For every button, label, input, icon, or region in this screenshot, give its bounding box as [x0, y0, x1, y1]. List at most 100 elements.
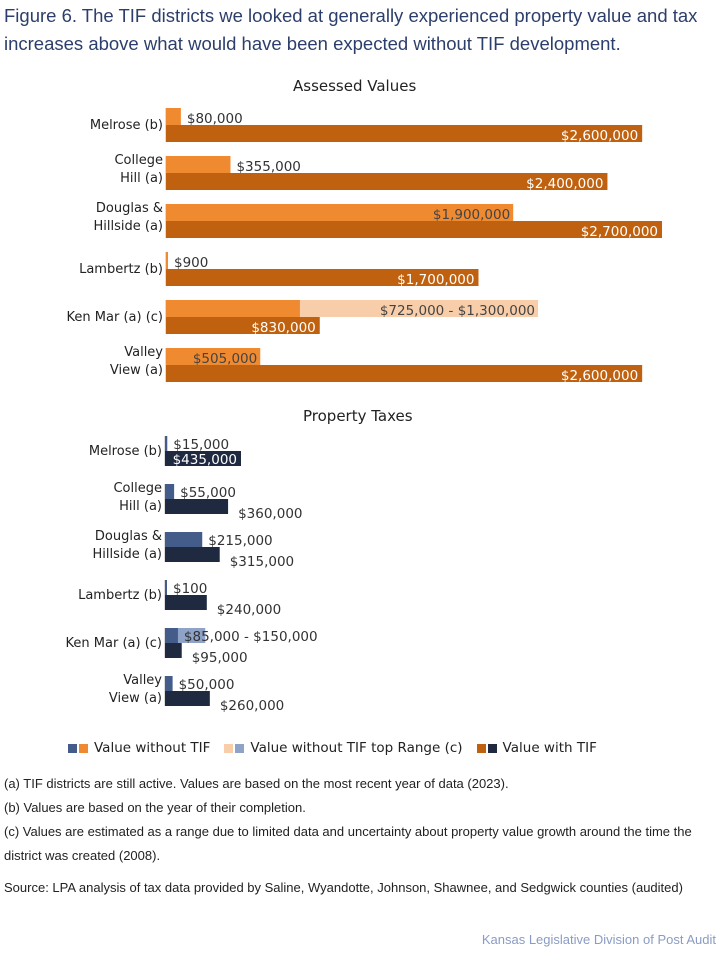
value-label-without-tif: $85,000 - $150,000	[184, 629, 318, 645]
value-label-with-tif: $95,000	[192, 650, 248, 666]
category-group: College Hill (a) $55,000$360,000	[113, 481, 302, 522]
category-label: Hill (a)	[120, 171, 163, 186]
category-label: Ken Mar (a) (c)	[66, 636, 162, 651]
bar-with-tif	[165, 691, 210, 706]
bar-with-tif	[165, 451, 241, 466]
value-label-with-tif: $2,400,000	[526, 176, 603, 192]
legend-swatch	[79, 743, 88, 753]
category-label: College	[114, 153, 163, 168]
category-group: College Hill (a) $355,000 $2,400,000	[114, 153, 608, 192]
legend-swatch	[476, 743, 486, 753]
value-label-with-tif: $260,000	[220, 698, 284, 714]
bar-without-tif	[165, 436, 168, 451]
category-group: Valley View (a) $50,000 $260,000	[109, 673, 284, 714]
category-group: Ken Mar (a) (c) $85,000 - $150,000 $95,000	[66, 628, 318, 666]
value-label-with-tif: $360,000	[238, 506, 302, 522]
category-group: Melrose (b) $80,000 $2,600,000	[90, 108, 643, 144]
legend-label: Value without TIF top Range (c)	[250, 740, 463, 756]
category-label: Hillside (a)	[94, 219, 164, 234]
category-label: Valley	[123, 673, 162, 688]
bar-without-tif	[165, 580, 167, 595]
category-label: Ken Mar (a) (c)	[67, 310, 163, 325]
legend-label: Value with TIF	[502, 740, 597, 756]
value-label-without-tif: $505,000	[193, 351, 257, 367]
value-label-with-tif: $315,000	[230, 554, 294, 570]
legend-item-without: Value without TIF	[68, 740, 210, 756]
value-label-without-tif: $55,000	[180, 485, 236, 501]
category-label: Valley	[124, 345, 163, 360]
value-label-with-tif: $1,700,000	[397, 272, 474, 288]
bar-without-tif	[165, 484, 175, 499]
bar-with-tif	[166, 269, 479, 286]
footnotes: (a) TIF districts are still active. Valu…	[4, 772, 716, 868]
category-label: Melrose (b)	[90, 118, 163, 133]
category-label: College	[113, 481, 162, 496]
value-label-with-tif: $2,600,000	[561, 368, 638, 384]
value-label-without-tif: $215,000	[208, 533, 272, 549]
assessed-values-title: Assessed Values	[293, 77, 417, 95]
value-label-without-tif: $1,900,000	[433, 207, 510, 223]
value-label-without-tif: $355,000	[236, 159, 300, 175]
category-label: View (a)	[109, 691, 162, 706]
category-label: Melrose (b)	[89, 444, 162, 459]
bar-with-tif	[165, 595, 207, 610]
category-group: Valley View (a) $505,000 $2,600,000	[110, 345, 643, 384]
legend-item-with: Value with TIF	[476, 740, 597, 756]
bar-with-tif	[165, 643, 182, 658]
bar-without-tif	[166, 252, 168, 269]
value-label-without-tif: $15,000	[173, 437, 229, 453]
bar-with-tif	[166, 173, 608, 190]
legend-item-range: Value without TIF top Range (c)	[224, 740, 463, 756]
category-label: Lambertz (b)	[79, 262, 163, 277]
value-label-without-tif: $725,000 - $1,300,000	[380, 303, 535, 319]
legend-label: Value without TIF	[94, 740, 211, 756]
bar-without-tif	[166, 108, 181, 125]
category-label: Hillside (a)	[93, 547, 163, 562]
legend-swatch	[224, 743, 234, 753]
property-taxes-title: Property Taxes	[303, 407, 413, 425]
value-label-with-tif: $435,000	[173, 452, 237, 468]
legend-swatch	[68, 743, 77, 753]
footnote-c: (c) Values are estimated as a range due …	[4, 824, 692, 863]
legend: Value without TIF Value without TIF top …	[68, 740, 597, 756]
footnote-b: (b) Values are based on the year of thei…	[4, 800, 306, 815]
bar-without-tif	[166, 204, 514, 221]
value-label-with-tif: $830,000	[251, 320, 315, 336]
value-label-with-tif: $2,700,000	[581, 224, 658, 240]
bar-without-tif	[165, 676, 173, 691]
category-label: Hill (a)	[119, 499, 162, 514]
category-group: Lambertz (b) $100 $240,000	[78, 580, 281, 618]
bar-without-tif	[165, 532, 203, 547]
credit: Kansas Legislative Division of Post Audi…	[481, 932, 716, 947]
value-label-with-tif: $2,600,000	[561, 128, 638, 144]
value-label-without-tif: $100	[173, 581, 207, 597]
category-group: Douglas & Hillside (a) $1,900,000 $2,700,00…	[94, 201, 662, 240]
bar-without-tif	[166, 156, 231, 173]
category-label: Lambertz (b)	[78, 588, 162, 603]
bar-with-tif	[166, 125, 643, 142]
legend-swatch	[235, 743, 245, 753]
category-group: Lambertz (b) $900 $1,700,000	[79, 252, 479, 288]
category-label: Douglas &	[95, 529, 162, 544]
value-label-without-tif: $50,000	[179, 677, 235, 693]
category-group: Douglas & Hillside (a) $215,000 $315,000	[93, 529, 295, 570]
bar-with-tif	[166, 317, 320, 334]
assessed-values-chart: Melrose (b) $80,000 $2,600,000 College Hill …	[67, 108, 662, 384]
source-note: Source: LPA analysis of tax data provide…	[4, 880, 683, 895]
bar-without-tif	[166, 300, 300, 317]
category-label: Douglas &	[96, 201, 163, 216]
bar-with-tif	[166, 221, 662, 238]
value-label-with-tif: $240,000	[217, 602, 281, 618]
bar-with-tif	[165, 547, 220, 562]
bar-without-tif	[166, 348, 261, 365]
value-label-without-tif: $80,000	[187, 111, 243, 127]
value-label-without-tif: $900	[174, 255, 208, 271]
property-taxes-chart: Melrose (b) $15,000$435,000 College Hill (a…	[66, 436, 318, 714]
legend-swatch	[487, 743, 497, 753]
bar-with-tif	[166, 365, 643, 382]
category-group: Ken Mar (a) (c) $725,000 - $1,300,000 $830…	[67, 300, 538, 336]
bar-with-tif	[165, 499, 229, 514]
category-group: Melrose (b) $15,000$435,000	[89, 436, 241, 468]
footnote-a: (a) TIF districts are still active. Valu…	[4, 776, 509, 791]
bar-without-tif	[165, 628, 178, 643]
